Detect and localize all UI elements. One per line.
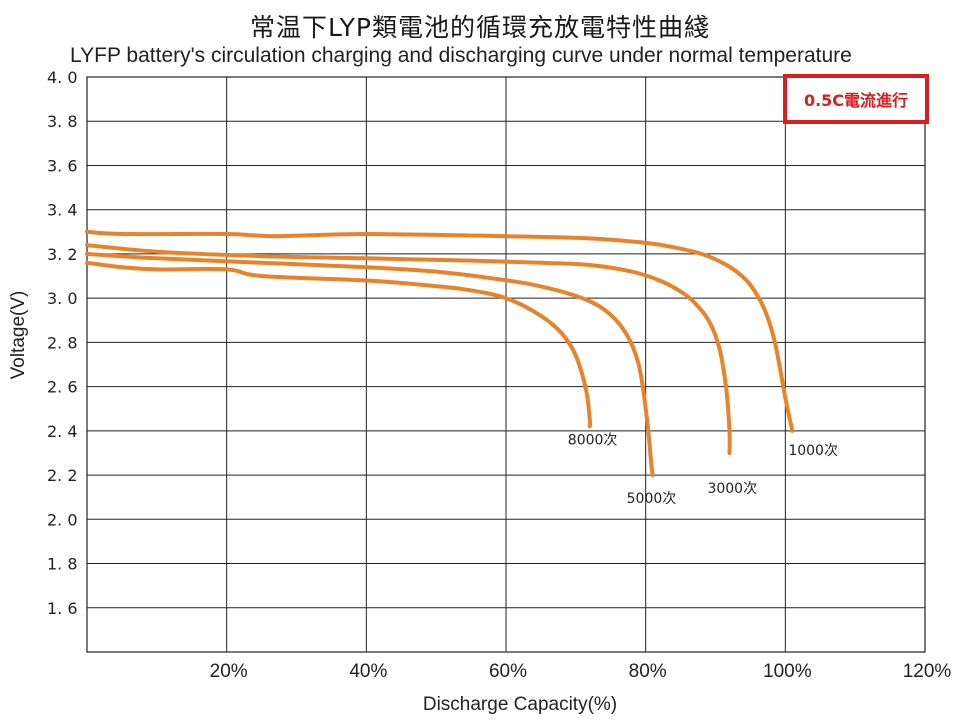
chart-grid [86,76,926,653]
y-tick-label: 2. 8 [47,333,78,352]
y-tick-labels: 1. 6 1. 8 2. 0 2. 2 2. 4 2. 6 2. 8 3. 0 3. 2 3. 4… [47,68,78,618]
y-tick-label: 2. 4 [47,422,78,441]
x-tick-label: 20% [210,661,248,682]
x-tick-label: 80% [629,661,667,682]
y-tick-label: 1. 6 [47,599,78,618]
series-label: 5000次 [627,491,677,507]
x-tick-label: 40% [349,661,387,682]
x-tick-label: 60% [489,661,527,682]
y-tick-label: 3. 0 [47,289,78,308]
series-line [85,260,593,429]
series-label: 1000次 [788,443,838,459]
badge-border [783,74,929,124]
y-tick-label: 1. 8 [47,555,78,574]
series-line [85,251,655,478]
y-tick-label: 4. 0 [47,68,78,87]
y-tick-label: 2. 2 [47,466,78,485]
chart-title: 常温下LYP類電池的循環充放電特性曲綫 [250,13,710,42]
y-tick-label: 3. 6 [47,156,78,175]
y-tick-label: 2. 0 [47,510,78,529]
y-tick-label: 3. 8 [47,112,78,131]
x-tick-label: 120% [903,661,952,682]
series-labels: 1000次 3000次 5000次 8000次 [568,432,838,507]
y-tick-label: 3. 2 [47,245,78,264]
current-rate-badge: 0.5C電流進行 [783,74,929,124]
series-line [85,243,732,455]
x-axis-label: Discharge Capacity(%) [423,694,617,715]
badge-label: 0.5C電流進行 [804,91,908,110]
chart-subtitle: LYFP battery's circulation charging and … [70,44,852,67]
x-tick-label: 100% [763,661,812,682]
series-label: 3000次 [707,481,757,497]
y-tick-label: 3. 4 [47,201,78,220]
y-axis-label: Voltage(V) [8,291,29,380]
series-line [85,229,795,433]
y-tick-label: 2. 6 [47,378,78,397]
x-tick-labels: 20% 40% 60% 80% 100% 120% [210,661,952,682]
series-label: 8000次 [568,432,618,448]
series-lines [85,229,795,478]
